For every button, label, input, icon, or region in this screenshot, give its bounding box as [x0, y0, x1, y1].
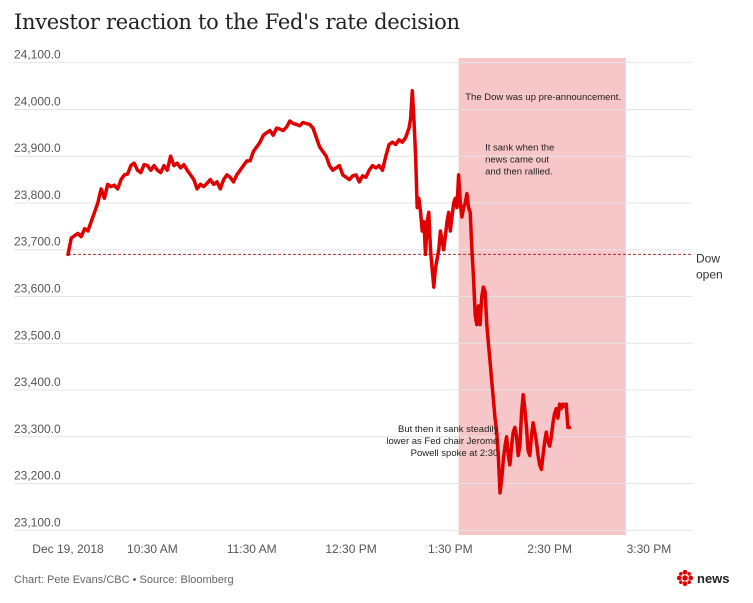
y-tick-label: 23,300.0	[14, 422, 61, 436]
x-tick-label: 12:30 PM	[325, 542, 376, 556]
annotation-line: Powell spoke at 2:30	[411, 448, 499, 459]
x-tick-label: 11:30 AM	[227, 542, 277, 556]
y-tick-label: 23,100.0	[14, 515, 61, 529]
annotation-line: and then rallied.	[485, 167, 553, 178]
reference-label-line2: open	[696, 267, 723, 281]
y-tick-label: 23,700.0	[14, 235, 61, 249]
reference-label-line1: Dow	[696, 251, 720, 265]
logo-word: news	[697, 570, 730, 586]
cbc-news-logo: news	[676, 569, 730, 587]
y-axis: 24,100.0 24,000.0 23,900.0 23,800.0 23,700.0…	[14, 48, 61, 530]
y-tick-label: 23,200.0	[14, 469, 61, 483]
y-tick-label: 23,800.0	[14, 188, 61, 202]
y-tick-label: 23,900.0	[14, 141, 61, 155]
chart-title: Investor reaction to the Fed's rate deci…	[14, 10, 460, 34]
annotation-line: It sank when the	[485, 143, 554, 154]
annotation: But then it sank steadily lower as Fed ch…	[386, 424, 498, 459]
x-axis: Dec 19, 2018 10:30 AM 11:30 AM 12:30 PM 1:30…	[32, 542, 671, 556]
annotation-line: lower as Fed chair Jerome	[386, 436, 498, 447]
cbc-gem-icon	[676, 569, 694, 587]
x-tick-label: 1:30 PM	[428, 542, 473, 556]
x-tick-label: 3:30 PM	[627, 542, 672, 556]
annotation-line: But then it sank steadily	[398, 424, 499, 435]
y-tick-label: 23,600.0	[14, 282, 61, 296]
x-tick-label: Dec 19, 2018	[32, 542, 104, 556]
annotations: The Dow was up pre-announcement. It sank …	[386, 92, 621, 459]
annotation: The Dow was up pre-announcement.	[465, 92, 621, 103]
annotation: It sank when the news came out and then ra…	[485, 143, 554, 178]
x-tick-label: 2:30 PM	[527, 542, 572, 556]
annotation-line: news came out	[485, 155, 549, 166]
gridlines	[14, 62, 692, 531]
source-note: Chart: Pete Evans/CBC • Source: Bloomber…	[14, 574, 234, 586]
y-tick-label: 24,000.0	[14, 94, 61, 108]
y-tick-label: 23,500.0	[14, 328, 61, 342]
annotation-line: The Dow was up pre-announcement.	[465, 92, 621, 103]
y-tick-label: 24,100.0	[14, 48, 61, 62]
series-line	[66, 88, 572, 495]
x-tick-label: 10:30 AM	[127, 542, 178, 556]
y-tick-label: 23,400.0	[14, 375, 61, 389]
